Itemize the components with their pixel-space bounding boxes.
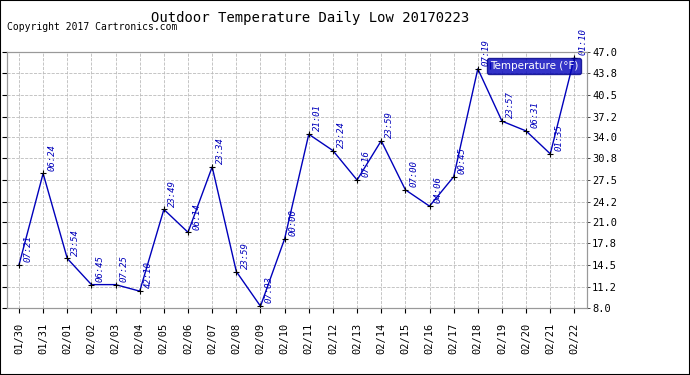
Text: 04:06: 04:06 bbox=[434, 177, 443, 203]
Text: 02/09: 02/09 bbox=[255, 322, 266, 354]
Text: 01:35: 01:35 bbox=[555, 124, 564, 151]
Text: 06:24: 06:24 bbox=[48, 144, 57, 171]
Text: Outdoor Temperature Daily Low 20170223: Outdoor Temperature Daily Low 20170223 bbox=[151, 11, 470, 25]
Text: 23:49: 23:49 bbox=[168, 180, 177, 207]
Legend: Temperature (°F): Temperature (°F) bbox=[486, 58, 581, 74]
Text: 02/03: 02/03 bbox=[110, 322, 121, 354]
Text: 06:31: 06:31 bbox=[531, 101, 540, 128]
Text: 02/19: 02/19 bbox=[497, 322, 507, 354]
Text: 02/20: 02/20 bbox=[521, 322, 531, 354]
Text: 23:34: 23:34 bbox=[217, 137, 226, 164]
Text: 23:24: 23:24 bbox=[337, 121, 346, 148]
Text: 02/01: 02/01 bbox=[62, 322, 72, 354]
Text: 21:01: 21:01 bbox=[313, 105, 322, 132]
Text: 01:10: 01:10 bbox=[579, 28, 588, 55]
Text: 07:00: 07:00 bbox=[410, 160, 419, 187]
Text: 06:14: 06:14 bbox=[193, 202, 201, 229]
Text: 23:59: 23:59 bbox=[241, 242, 250, 269]
Text: 01/30: 01/30 bbox=[14, 322, 24, 354]
Text: 02/13: 02/13 bbox=[352, 322, 362, 354]
Text: 02/21: 02/21 bbox=[545, 322, 555, 354]
Text: 02/14: 02/14 bbox=[376, 322, 386, 354]
Text: 02/04: 02/04 bbox=[135, 322, 145, 354]
Text: 00:00: 00:00 bbox=[289, 209, 298, 236]
Text: 02/07: 02/07 bbox=[207, 322, 217, 354]
Text: Copyright 2017 Cartronics.com: Copyright 2017 Cartronics.com bbox=[7, 22, 177, 33]
Text: 07:25: 07:25 bbox=[120, 255, 129, 282]
Text: 02/11: 02/11 bbox=[304, 322, 314, 354]
Text: 07:21: 07:21 bbox=[23, 236, 32, 262]
Text: 23:57: 23:57 bbox=[506, 92, 515, 118]
Text: 02/02: 02/02 bbox=[86, 322, 97, 354]
Text: 02/22: 02/22 bbox=[569, 322, 580, 354]
Text: 23:59: 23:59 bbox=[386, 111, 395, 138]
Text: 02/16: 02/16 bbox=[424, 322, 435, 354]
Text: 02/08: 02/08 bbox=[231, 322, 241, 354]
Text: 23:54: 23:54 bbox=[72, 229, 81, 256]
Text: 02/05: 02/05 bbox=[159, 322, 169, 354]
Text: 02/17: 02/17 bbox=[448, 322, 459, 354]
Text: 02/10: 02/10 bbox=[279, 322, 290, 354]
Text: 07:03: 07:03 bbox=[265, 276, 274, 303]
Text: 01/31: 01/31 bbox=[38, 322, 48, 354]
Text: 02/18: 02/18 bbox=[473, 322, 483, 354]
Text: 06:45: 06:45 bbox=[96, 255, 105, 282]
Text: 07:16: 07:16 bbox=[362, 150, 371, 177]
Text: 42:10: 42:10 bbox=[144, 261, 153, 288]
Text: 02/12: 02/12 bbox=[328, 322, 338, 354]
Text: 02/06: 02/06 bbox=[183, 322, 193, 354]
Text: 07:19: 07:19 bbox=[482, 39, 491, 66]
Text: 02/15: 02/15 bbox=[400, 322, 411, 354]
Text: 00:45: 00:45 bbox=[458, 147, 467, 174]
